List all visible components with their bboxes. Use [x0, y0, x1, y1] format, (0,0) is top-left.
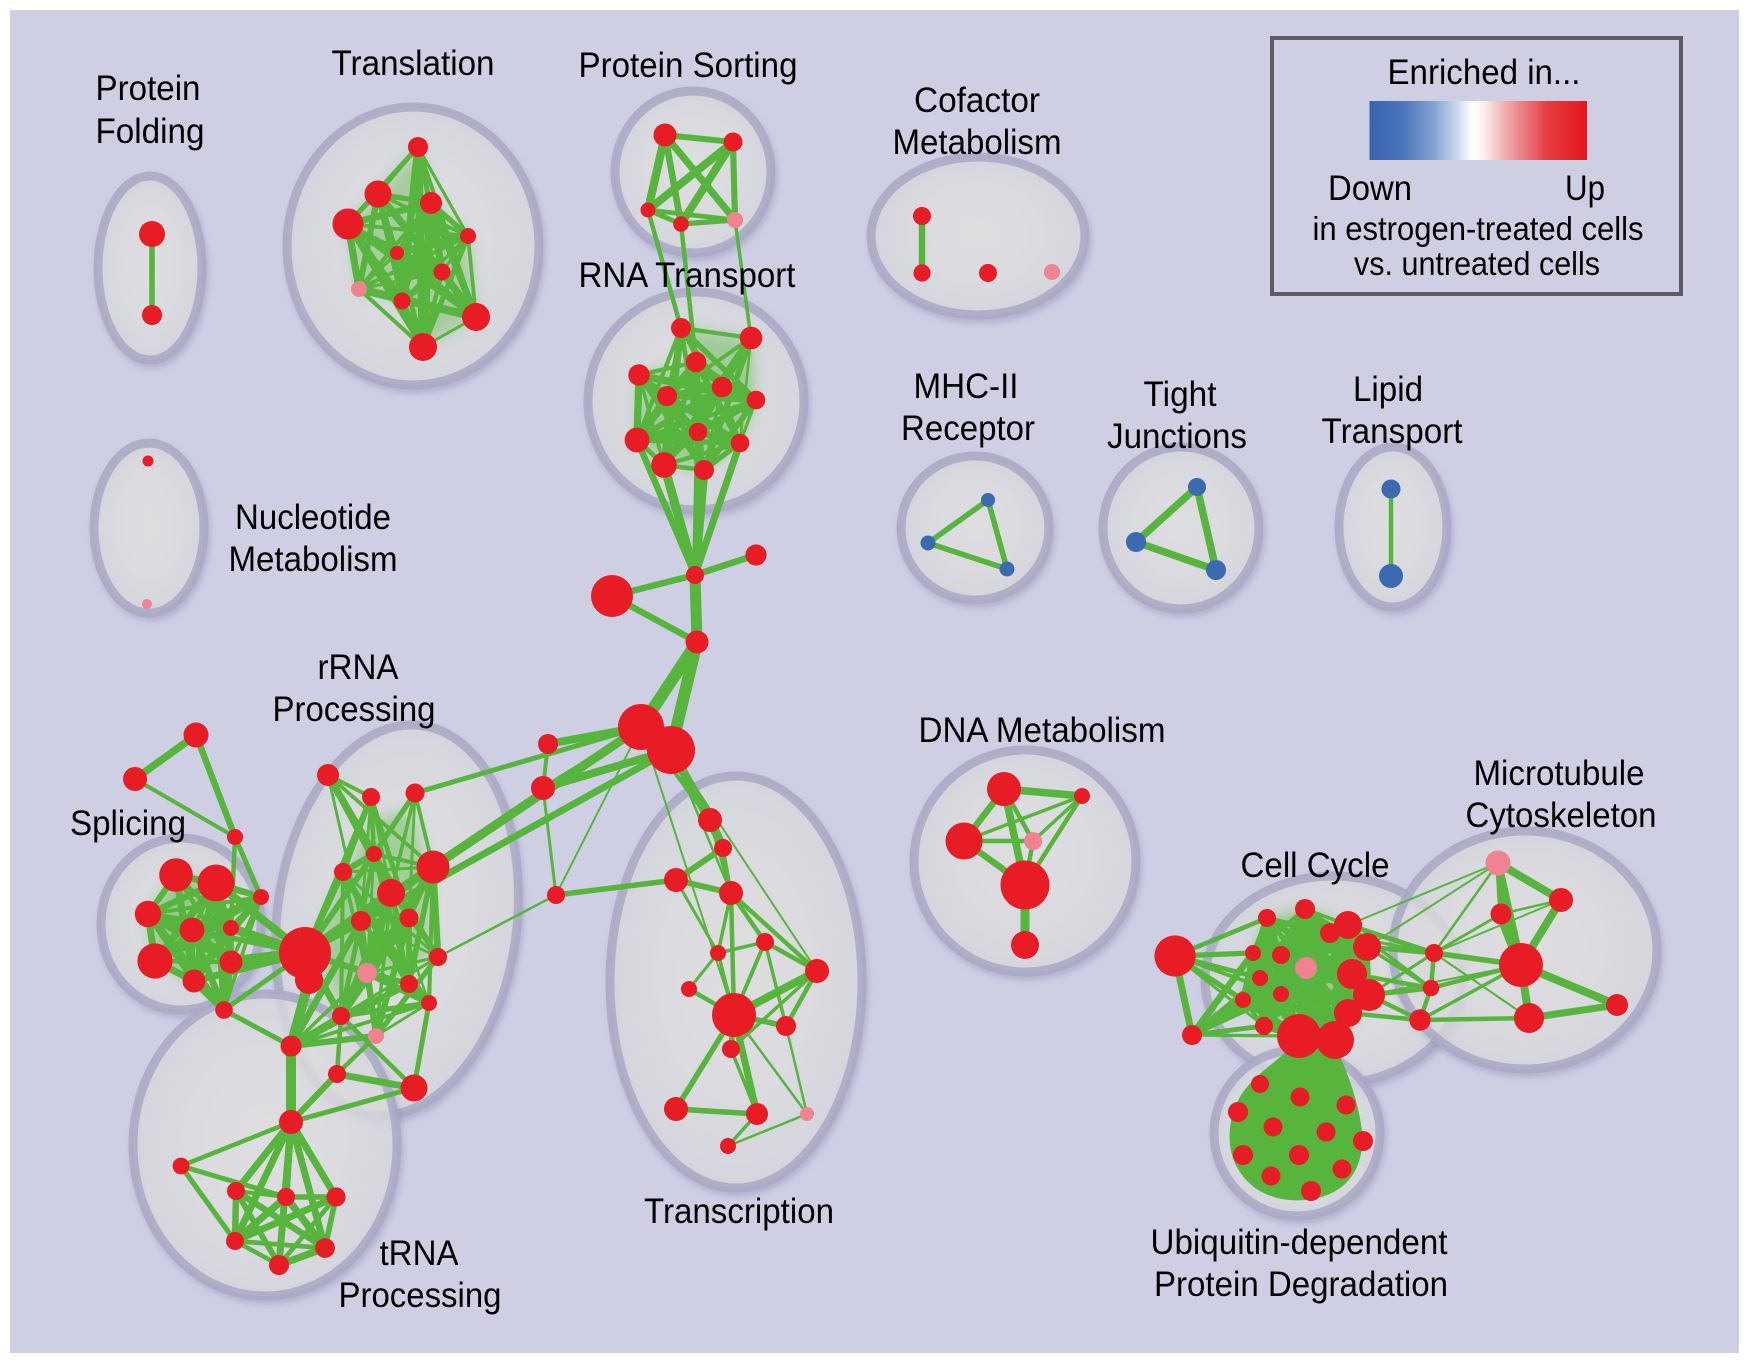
svg-text:Cofactor: Cofactor [914, 81, 1040, 120]
svg-text:Lipid: Lipid [1353, 370, 1423, 409]
svg-text:DNA Metabolism: DNA Metabolism [919, 711, 1166, 750]
svg-text:Processing: Processing [273, 690, 436, 729]
svg-text:in estrogen-treated cells: in estrogen-treated cells [1313, 210, 1644, 247]
svg-text:Up: Up [1565, 169, 1605, 208]
svg-text:Cell Cycle: Cell Cycle [1241, 846, 1390, 885]
svg-text:Enriched in...: Enriched in... [1388, 53, 1581, 92]
svg-text:Metabolism: Metabolism [229, 540, 398, 579]
svg-text:Cytoskeleton: Cytoskeleton [1466, 796, 1657, 835]
svg-text:Down: Down [1328, 169, 1412, 208]
svg-text:Protein Sorting: Protein Sorting [579, 46, 798, 85]
svg-text:Receptor: Receptor [901, 409, 1035, 448]
svg-text:vs. untreated cells: vs. untreated cells [1354, 245, 1600, 282]
svg-text:Protein: Protein [96, 69, 201, 108]
svg-text:RNA Transport: RNA Transport [579, 256, 796, 295]
svg-text:Translation: Translation [332, 44, 495, 83]
svg-text:Protein Degradation: Protein Degradation [1154, 1265, 1448, 1304]
svg-text:Folding: Folding [96, 112, 205, 151]
svg-text:tRNA: tRNA [380, 1234, 460, 1273]
svg-text:Transport: Transport [1322, 412, 1463, 451]
svg-text:rRNA: rRNA [318, 648, 400, 687]
svg-text:Splicing: Splicing [70, 804, 186, 843]
svg-text:Nucleotide: Nucleotide [235, 498, 391, 537]
svg-text:Tight: Tight [1144, 375, 1217, 414]
svg-text:Junctions: Junctions [1107, 417, 1247, 456]
svg-text:Metabolism: Metabolism [893, 123, 1062, 162]
svg-text:Ubiquitin-dependent: Ubiquitin-dependent [1151, 1223, 1448, 1262]
svg-text:MHC-II: MHC-II [914, 367, 1019, 406]
svg-text:Transcription: Transcription [644, 1192, 834, 1231]
svg-text:Processing: Processing [339, 1276, 502, 1315]
svg-text:Microtubule: Microtubule [1474, 754, 1645, 793]
